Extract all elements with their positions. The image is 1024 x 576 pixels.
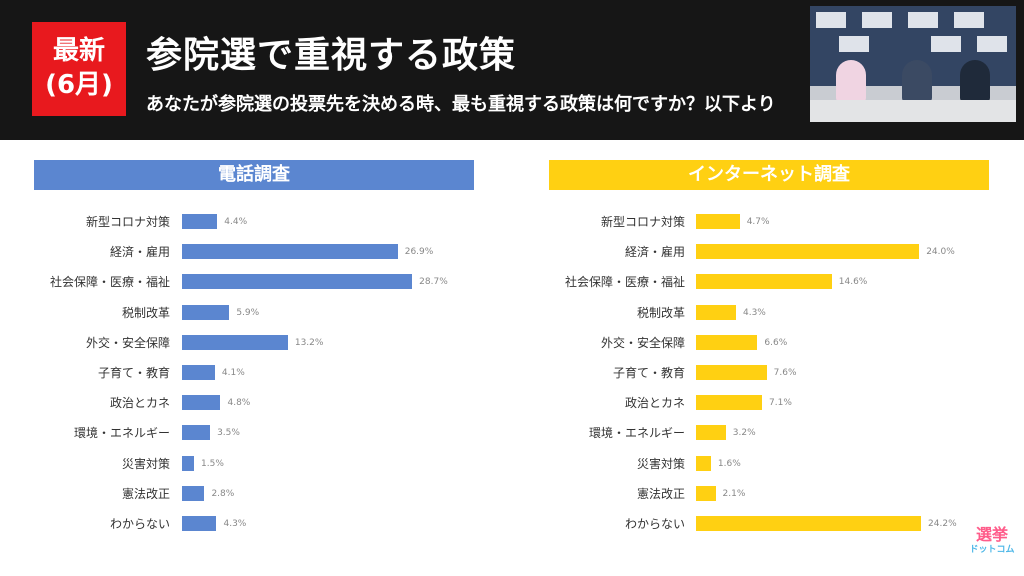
internet-bar [696, 516, 922, 531]
phone-value-label: 4.8% [227, 398, 251, 409]
internet-value-label: 24.0% [926, 247, 955, 258]
header-bar: 最新 (6月) 参院選で重視する政策 あなたが参院選の投票先を決める時、最も重視… [0, 0, 1024, 140]
phone-bar [182, 365, 215, 380]
internet-bar [696, 425, 726, 441]
internet-value-label: 4.3% [742, 307, 766, 318]
phone-value-label: 5.9% [236, 307, 260, 318]
phone-bar [182, 304, 230, 320]
phone-value-label: 26.9% [404, 247, 434, 258]
phone-category-label: 社会保障・医療・福祉 [49, 275, 170, 290]
internet-category-label: 外交・安全保障 [600, 335, 685, 350]
phone-survey-title: 電話調査 [34, 160, 474, 190]
phone-category-label: 子育て・教育 [97, 366, 170, 380]
internet-bar [696, 395, 763, 411]
internet-value-label: 1.6% [717, 458, 741, 469]
phone-bar [182, 274, 413, 290]
page-title: 参院選で重視する政策 [146, 35, 517, 76]
badge-line-2: (6月) [45, 70, 113, 100]
phone-category-label: 外交・安全保障 [85, 335, 170, 350]
phone-value-label: 1.5% [201, 458, 224, 469]
internet-category-label: 憲法改正 [636, 486, 685, 501]
internet-bar [696, 214, 740, 229]
internet-bar [696, 304, 736, 320]
logo-line-2: ドットコム [969, 545, 1015, 555]
phone-bar [182, 425, 211, 441]
internet-value-label: 6.6% [764, 337, 788, 348]
logo-line-1: 選挙 [975, 525, 1008, 544]
phone-value-label: 4.1% [221, 368, 245, 378]
internet-category-label: 災害対策 [636, 456, 685, 471]
phone-category-label: 税制改革 [121, 305, 170, 320]
phone-bar [182, 334, 288, 350]
internet-category-label: 政治とカネ [624, 396, 685, 411]
internet-value-label: 2.1% [722, 488, 746, 499]
phone-category-label: 経済・雇用 [109, 245, 170, 260]
internet-value-label: 14.6% [838, 277, 868, 288]
video-feed-thumbnail [810, 6, 1016, 122]
badge-line-1: 最新 [52, 36, 105, 66]
internet-survey-title: インターネット調査 [549, 160, 989, 190]
internet-value-label: 7.6% [773, 368, 797, 378]
internet-value-label: 3.2% [732, 428, 756, 439]
phone-category-label: 災害対策 [121, 456, 170, 471]
phone-value-label: 4.4% [224, 217, 248, 227]
internet-category-label: 新型コロナ対策 [600, 215, 685, 229]
phone-category-label: わからない [109, 517, 170, 531]
phone-value-label: 2.8% [211, 488, 235, 499]
phone-category-label: 環境・エネルギー [73, 426, 170, 441]
internet-category-label: 子育て・教育 [612, 366, 685, 380]
phone-category-label: 新型コロナ対策 [85, 215, 170, 229]
internet-bar [696, 365, 767, 380]
phone-bar [182, 214, 218, 229]
phone-value-label: 4.3% [223, 519, 247, 529]
phone-bar [182, 455, 195, 471]
phone-value-label: 3.5% [217, 428, 240, 439]
phone-category-label: 政治とカネ [109, 396, 170, 411]
phone-bar [182, 485, 205, 501]
internet-bar [696, 485, 716, 501]
internet-bar [696, 334, 758, 350]
latest-badge: 最新 (6月) [32, 22, 126, 116]
internet-category-label: 環境・エネルギー [588, 426, 685, 441]
page-subtitle: あなたが参院選の投票先を決める時、最も重視する政策は何ですか？以下より [146, 94, 776, 115]
internet-value-label: 24.2% [928, 519, 957, 529]
internet-category-label: 社会保障・医療・福祉 [564, 275, 685, 290]
phone-value-label: 28.7% [419, 277, 448, 288]
internet-bar [696, 274, 832, 290]
phone-category-label: 憲法改正 [121, 486, 170, 501]
internet-value-label: 4.7% [746, 217, 770, 227]
internet-category-label: 経済・雇用 [624, 245, 685, 260]
phone-bar [182, 395, 221, 411]
internet-bar [696, 244, 920, 260]
internet-bar [696, 455, 711, 471]
internet-category-label: わからない [624, 517, 685, 531]
senkyo-dotcom-logo: 選挙 ドットコム [968, 526, 1016, 556]
internet-category-label: 税制改革 [636, 305, 685, 320]
phone-bar [182, 516, 217, 531]
internet-value-label: 7.1% [769, 398, 792, 409]
phone-value-label: 13.2% [294, 337, 324, 348]
phone-bar [182, 244, 398, 260]
